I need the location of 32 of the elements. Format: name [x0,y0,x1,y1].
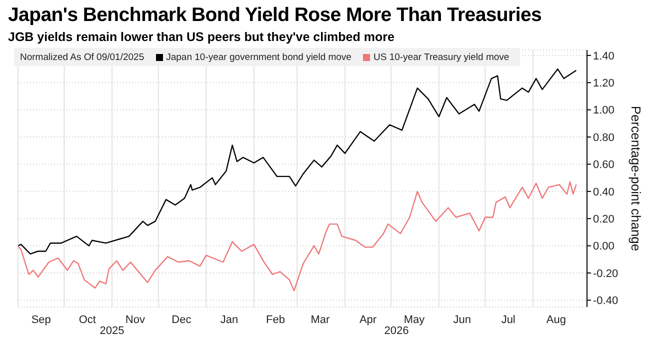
x-tick-label: Feb [266,314,285,326]
x-tick-label: Nov [125,314,146,326]
y-tick-label: 1.40 [593,50,614,62]
y-tick-label: 0.00 [593,240,614,253]
x-tick-label: Aug [546,314,566,326]
chart-subtitle: JGB yields remain lower than US peers but they've climbed more [8,30,394,44]
text: 2026 [383,325,409,337]
line-series [18,68,577,255]
line-series [18,181,577,292]
y-tick-label: -0.40 [593,295,618,308]
y-tick-label: 1.20 [593,78,614,90]
x-tick-label: Oct [78,314,96,326]
legend-label: Japan 10-year government bond yield move [166,52,352,62]
x-tick-label: May [404,314,426,326]
x-tick-label: Apr [359,314,377,326]
x-tick-label: Jan [220,314,238,326]
y-axis-title: Percentage-point change [628,106,644,252]
y-tick-label: 0.60 [593,159,614,172]
legend-title: Normalized As Of 09/01/2025 [20,52,144,62]
y-tick-label: -0.20 [593,268,618,280]
y-tick-label: 1.00 [593,104,614,117]
x-tick-label: Sep [31,314,51,326]
y-tick-label: 0.80 [593,132,614,144]
x-tick-label: Mar [310,314,330,326]
y-tick-label: 0.20 [593,214,614,226]
chart-title: Japan's Benchmark Bond Yield Rose More Than Treasuries [8,4,542,27]
legend-label: US 10-year Treasury yield move [373,52,510,62]
y-tick-label: 0.40 [593,186,614,198]
x-tick-label: Jun [453,314,471,326]
text: 2025 [98,325,126,337]
x-tick-label: Dec [172,314,192,326]
x-tick-label: Jul [501,314,516,326]
